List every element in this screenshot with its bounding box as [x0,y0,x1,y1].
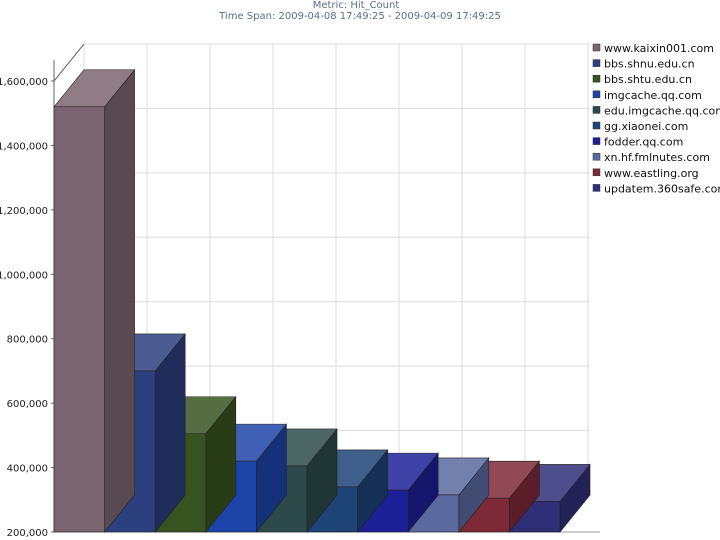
legend-item: bbs.shnu.edu.cn [592,58,695,71]
legend-item: fodder.qq.com [592,136,683,149]
legend-swatch [592,121,601,130]
legend-label: fodder.qq.com [604,136,683,149]
legend-swatch [592,184,601,192]
legend-swatch [592,106,601,114]
chart-subtitle: Time Span: 2009-04-08 17:49:25 - 2009-04… [218,11,501,22]
legend-item: bbs.shtu.edu.cn [592,73,692,86]
y-tick-label: 400,000 [7,464,48,475]
y-tick-label: 1,000,000 [0,270,48,281]
y-axis-depth-line [53,43,85,82]
legend-label: www.kaixin001.com [604,42,714,55]
legend-item: imgcache.qq.com [592,89,702,102]
legend-swatch [592,74,601,83]
legend-item: www.eastling.org [592,167,699,180]
bar-front-face [53,106,105,533]
legend-swatch [592,90,601,99]
legend-label: updatem.360safe.com [604,182,720,195]
legend-label: bbs.shnu.edu.cn [604,58,695,71]
legend-swatch [592,43,601,52]
legend-item: updatem.360safe.com [592,182,720,195]
y-tick-label: 1,600,000 [0,77,48,88]
legend-label: xn.hf.fmlnutes.com [604,151,710,164]
y-tick-label: 200,000 [7,528,48,539]
legend-item: gg.xiaonei.com [592,120,688,133]
y-tick-label: 1,400,000 [0,141,48,152]
legend-item: xn.hf.fmlnutes.com [592,151,710,164]
grid [83,43,590,496]
legend-swatch [592,59,601,67]
bars [53,68,591,533]
bar-side-face [104,68,135,533]
legend-item: www.kaixin001.com [592,42,714,55]
y-tick-label: 600,000 [7,399,48,410]
legend-swatch [592,137,601,145]
legend-item: edu.imgcache.qq.com [592,104,720,117]
legend: www.kaixin001.com bbs.shnu.edu.cn bbs.shtu… [592,42,720,195]
legend-label: www.eastling.org [604,167,699,180]
y-tick-label: 1,200,000 [0,206,48,217]
legend-label: imgcache.qq.com [604,89,702,102]
legend-label: edu.imgcache.qq.com [604,104,720,117]
legend-swatch [592,168,601,177]
bar-1 [53,68,136,533]
legend-label: gg.xiaonei.com [604,120,688,133]
y-tick-label: 800,000 [7,335,48,346]
legend-swatch [592,152,601,161]
chart-title: Metric: Hit_Count [313,0,400,11]
legend-label: bbs.shtu.edu.cn [604,73,692,86]
